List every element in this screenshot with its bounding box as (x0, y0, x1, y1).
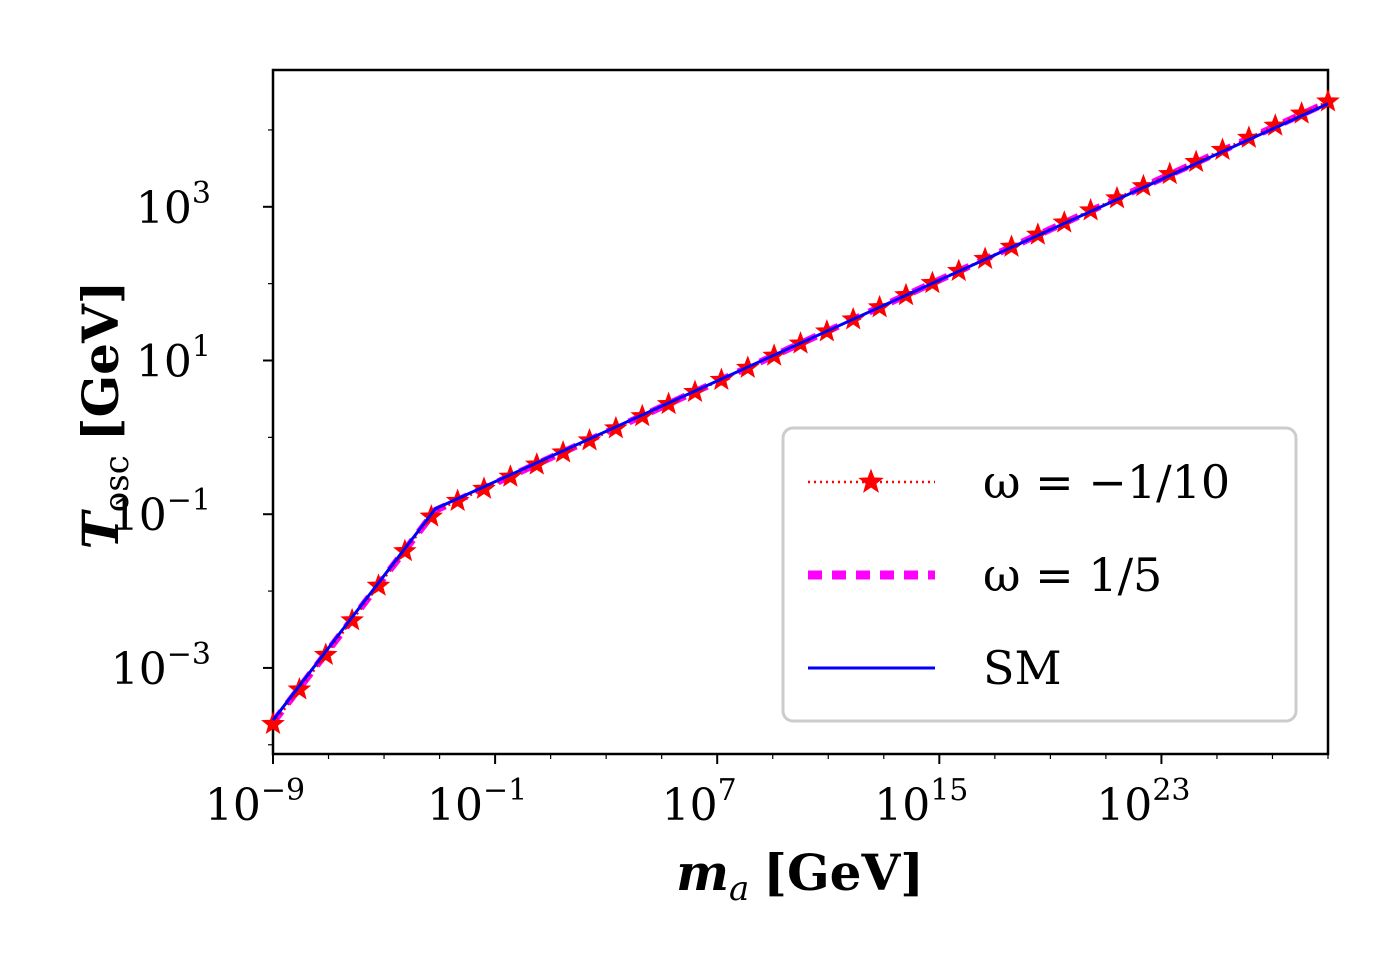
y-tick-label: 10−3 (111, 637, 211, 695)
x-tick-label: 1015 (874, 773, 968, 831)
legend-label: SM (983, 641, 1062, 695)
y-tick-label: 10−1 (111, 483, 211, 541)
legend-items: ω = −1/10 ω = 1/5 SM (808, 455, 1230, 695)
series-line (271, 102, 1329, 722)
x-axis-label: ma [GeV] (676, 843, 924, 909)
y-tick-label: 101 (136, 330, 211, 388)
series-marker-star (1263, 113, 1288, 136)
legend-label: ω = 1/5 (983, 548, 1162, 602)
series-marker-star (287, 677, 312, 700)
series-marker-star (1316, 89, 1340, 112)
x-tick-label: 10−1 (427, 773, 527, 831)
legend-box (781, 426, 1298, 723)
legend-star-icon (858, 468, 884, 493)
legend: ω = −1/10 ω = 1/5 SM (781, 426, 1298, 723)
y-axis-ticks: 10−3 10−1 101 103 (111, 129, 273, 746)
y-axis-label: Tosc[GeV] (71, 281, 137, 550)
x-tick-label: 10−9 (205, 773, 305, 831)
x-tick-label: 107 (662, 773, 737, 831)
series-marker-star (1289, 101, 1314, 124)
series-marker-star (1210, 137, 1235, 160)
y-tick-label: 103 (136, 176, 211, 234)
series-marker-star (261, 711, 285, 735)
legend-label: ω = −1/10 (983, 455, 1230, 509)
x-tick-label: 1023 (1096, 773, 1190, 831)
x-axis-ticks: 10−9 10−1 107 1015 1023 (205, 754, 1329, 831)
series-layer (261, 89, 1340, 735)
series-marker-star (1237, 125, 1261, 148)
